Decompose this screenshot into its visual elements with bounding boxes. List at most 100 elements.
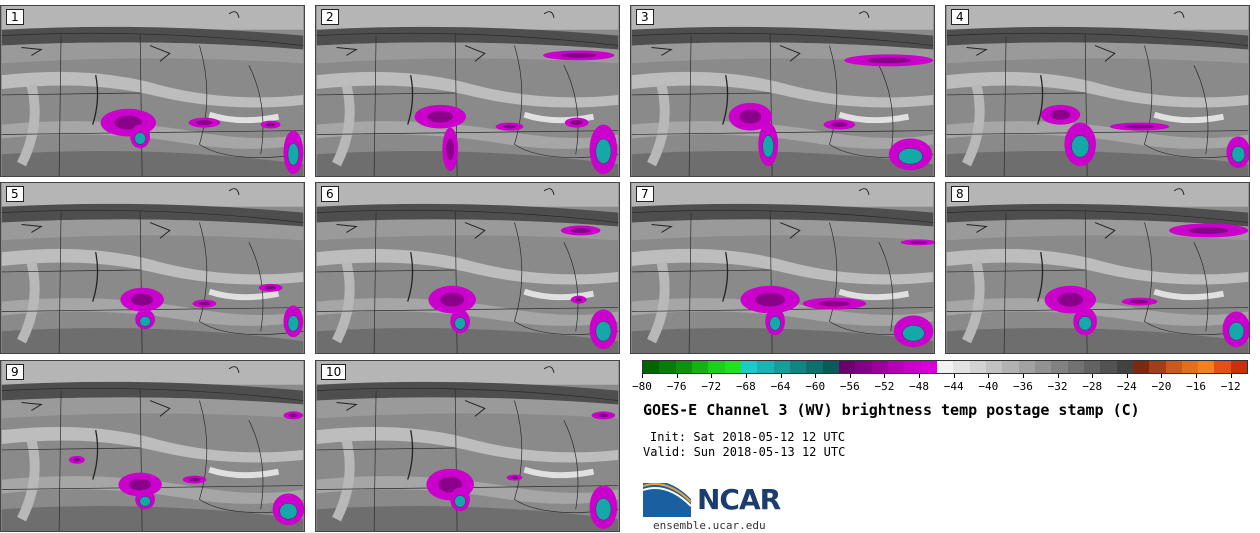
- figure-title: GOES-E Channel 3 (WV) brightness temp po…: [643, 401, 1140, 419]
- colorbar-tick-label: −72: [701, 380, 722, 393]
- colorbar-segment: [691, 361, 709, 373]
- colorbar: −80 −76 −72 −68 −64 −60 −56 −52 −48 −44 −40 −36 −32 −…: [632, 360, 1248, 394]
- colorbar-tick: [849, 374, 851, 378]
- panel-number-label: 6: [321, 186, 339, 202]
- colorbar-segment: [838, 361, 856, 373]
- colorbar-tick-label: −44: [943, 380, 964, 393]
- colorbar-segment: [1132, 361, 1150, 373]
- colorbar-segment: [1067, 361, 1084, 373]
- wv-map: [631, 183, 934, 353]
- panel-number-label: 10: [321, 364, 347, 380]
- colorbar-tick-label: −36: [1012, 380, 1033, 393]
- panel-number-label: 1: [6, 9, 24, 25]
- colorbar-tick: [815, 374, 817, 378]
- colorbar-tick: [988, 374, 990, 378]
- colorbar-segment: [1181, 361, 1199, 373]
- colorbar-tick: [711, 374, 713, 378]
- colorbar-tick-label: −40: [978, 380, 999, 393]
- panel-number-label: 5: [6, 186, 24, 202]
- colorbar-segment: [969, 361, 986, 373]
- postage-stamp-panel: 4: [945, 5, 1250, 177]
- panel-number-label: 2: [321, 9, 339, 25]
- colorbar-tick-label: −24: [1116, 380, 1137, 393]
- colorbar-ticks: −80 −76 −72 −68 −64 −60 −56 −52 −48 −44 −40 −36 −32 −…: [632, 374, 1248, 394]
- colorbar-segment: [643, 361, 660, 373]
- colorbar-tick: [1161, 374, 1163, 378]
- colorbar-tick-label: −76: [666, 380, 687, 393]
- colorbar-tick-label: −48: [909, 380, 929, 393]
- colorbar-segment: [920, 361, 937, 373]
- colorbar-segment: [1051, 361, 1068, 373]
- wv-map: [316, 183, 619, 353]
- colorbar-tick: [1230, 374, 1232, 378]
- website-url: ensemble.ucar.edu: [653, 519, 766, 532]
- panel-number-label: 7: [636, 186, 654, 202]
- colorbar-segment: [806, 361, 823, 373]
- wv-map: [1, 183, 304, 353]
- init-time: Init: Sat 2018-05-12 12 UTC: [650, 430, 846, 444]
- colorbar-segment: [904, 361, 921, 373]
- colorbar-segment: [887, 361, 905, 373]
- wv-map: [1, 6, 304, 176]
- colorbar-tick-label: −16: [1186, 380, 1206, 393]
- postage-stamp-panel: 6: [315, 182, 620, 354]
- colorbar-segment: [1198, 361, 1215, 373]
- postage-stamp-panel: 7: [630, 182, 935, 354]
- panel-number-label: 9: [6, 364, 24, 380]
- colorbar-tick: [1126, 374, 1128, 378]
- colorbar-tick: [642, 374, 643, 378]
- colorbar-segment: [871, 361, 888, 373]
- colorbar-tick-label: −52: [874, 380, 895, 393]
- postage-stamp-panel: 8: [945, 182, 1250, 354]
- ncar-logo: NCAR: [642, 477, 803, 519]
- colorbar-tick-label: −32: [1047, 380, 1068, 393]
- colorbar-tick-label: −68: [735, 380, 756, 393]
- wv-map: [946, 183, 1249, 353]
- colorbar-tick-label: −80: [632, 380, 652, 393]
- colorbar-segment: [1116, 361, 1133, 373]
- colorbar-tick: [919, 374, 921, 378]
- colorbar-segment: [675, 361, 692, 373]
- colorbar-segment: [724, 361, 741, 373]
- colorbar-segment: [855, 361, 872, 373]
- postage-stamp-panel: 2: [315, 5, 620, 177]
- colorbar-tick: [1196, 374, 1198, 378]
- valid-time: Valid: Sun 2018-05-13 12 UTC: [643, 445, 846, 459]
- colorbar-tick-label: −28: [1082, 380, 1103, 393]
- postage-stamp-panel: 5: [0, 182, 305, 354]
- colorbar-segment: [708, 361, 725, 373]
- colorbar-segment: [789, 361, 807, 373]
- colorbar-tick: [884, 374, 886, 378]
- colorbar-segment: [1230, 361, 1248, 373]
- colorbar-tick: [1057, 374, 1059, 378]
- colorbar-tick: [780, 374, 782, 378]
- colorbar-tick: [1092, 374, 1094, 378]
- colorbar-segment: [953, 361, 970, 373]
- ncar-logo-text: NCAR: [697, 483, 781, 516]
- colorbar-segment: [1214, 361, 1231, 373]
- colorbar-tick: [745, 374, 747, 378]
- panel-number-label: 4: [951, 9, 969, 25]
- colorbar-tick: [676, 374, 678, 378]
- wv-map: [946, 6, 1249, 176]
- postage-stamp-panel: 1: [0, 5, 305, 177]
- colorbar-segment: [1100, 361, 1117, 373]
- colorbar-segment: [740, 361, 758, 373]
- panel-number-label: 8: [951, 186, 969, 202]
- colorbar-segment: [1083, 361, 1101, 373]
- ncar-logo-icon: [642, 481, 692, 517]
- colorbar-tick-label: −56: [839, 380, 860, 393]
- colorbar-tick-label: −64: [770, 380, 791, 393]
- colorbar-segment: [985, 361, 1003, 373]
- colorbar-tick-label: −60: [805, 380, 826, 393]
- wv-map: [1, 361, 304, 531]
- colorbar-segment: [1034, 361, 1052, 373]
- wv-map: [316, 361, 619, 531]
- colorbar-segment: [757, 361, 774, 373]
- colorbar-tick: [953, 374, 955, 378]
- colorbar-segment: [1165, 361, 1182, 373]
- colorbar-tick-label: −20: [1151, 380, 1172, 393]
- colorbar-segment: [822, 361, 839, 373]
- colorbar-tick: [1022, 374, 1024, 378]
- colorbar-segment: [1002, 361, 1019, 373]
